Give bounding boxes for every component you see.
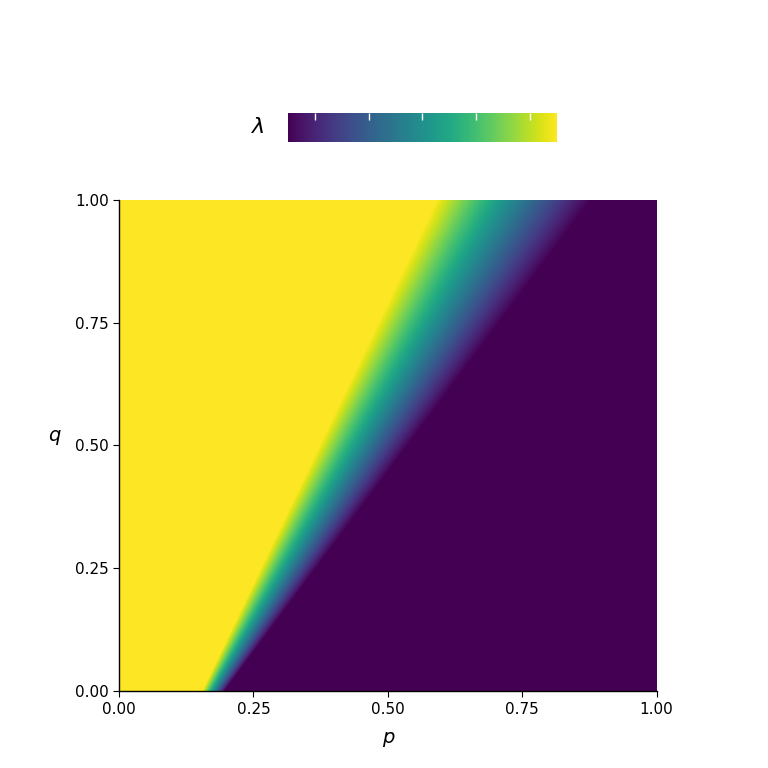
- Text: λ: λ: [252, 118, 265, 137]
- X-axis label: p: p: [382, 728, 394, 746]
- Y-axis label: q: q: [48, 426, 60, 445]
